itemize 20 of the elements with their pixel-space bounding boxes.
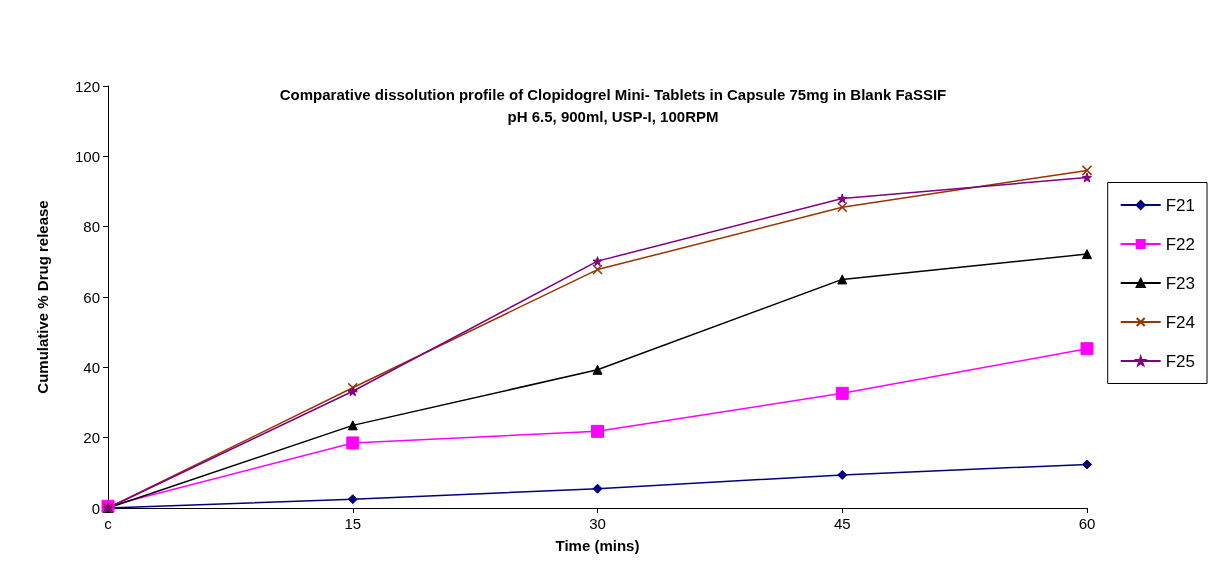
x-axis-title: Time (mins) [555, 537, 640, 554]
legend-label: F21 [1165, 195, 1195, 215]
y-tick-label: 40 [83, 358, 100, 376]
x-tick-label: c [104, 515, 113, 532]
legend-label: F22 [1165, 234, 1195, 254]
x-tick-label: 60 [1078, 515, 1096, 532]
x-tick-label: 15 [344, 515, 362, 532]
legend-label: F25 [1165, 351, 1195, 371]
legend-label: F24 [1165, 312, 1195, 332]
legend-label: F23 [1165, 273, 1195, 293]
y-tick-label: 60 [83, 288, 100, 306]
y-tick-label: 20 [83, 429, 100, 447]
y-tick-label: 120 [74, 77, 100, 95]
x-tick-label: 30 [589, 515, 606, 532]
y-tick-label: 100 [74, 147, 100, 165]
y-tick-label: 80 [83, 218, 100, 236]
text: Comparative dissolution profile of Clopidogrel Mini- Tablets in Capsule 75mg in Blank FaSSIF pH 6.5, 900ml, USP-I, 100RPM [279, 85, 947, 125]
y-tick-label: 0 [91, 499, 100, 517]
y-axis-title: Cumulative % Drug release [34, 200, 51, 394]
x-tick-label: 45 [833, 515, 851, 532]
